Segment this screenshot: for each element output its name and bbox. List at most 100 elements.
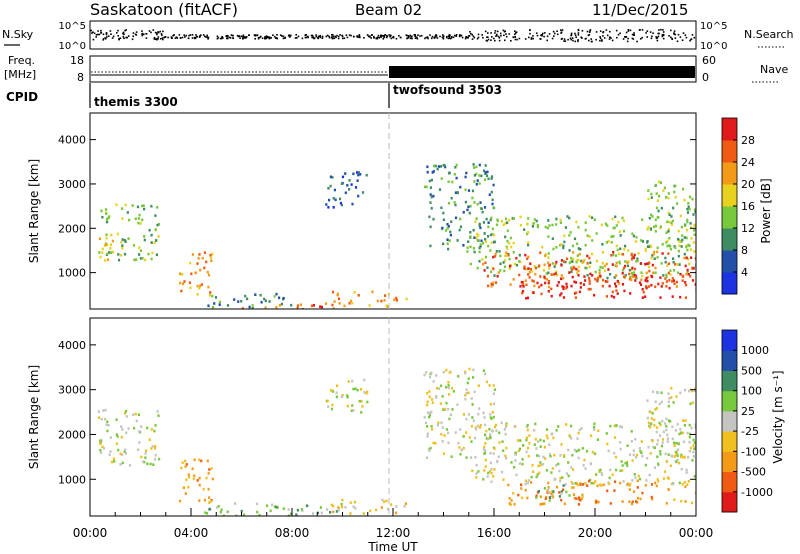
range-cell <box>473 174 476 177</box>
range-cell <box>644 249 647 252</box>
colorbar-segment <box>722 118 737 141</box>
range-cell <box>624 260 627 263</box>
range-cell <box>464 394 467 397</box>
noise-point <box>183 34 185 36</box>
range-cell <box>685 468 688 472</box>
range-cell <box>426 403 429 407</box>
range-cell <box>198 253 201 256</box>
range-cell <box>329 184 332 188</box>
noise-point <box>435 35 438 37</box>
range-cell <box>539 445 542 448</box>
range-cell <box>205 476 208 480</box>
range-cell <box>210 467 213 470</box>
range-cell <box>148 438 151 441</box>
range-cell <box>521 291 524 295</box>
range-cell <box>134 412 137 416</box>
range-cell <box>506 247 509 250</box>
noise-point <box>339 34 341 36</box>
noise-point <box>512 36 515 38</box>
range-cell <box>547 252 550 255</box>
range-cell <box>595 232 598 235</box>
range-cell <box>242 513 246 516</box>
range-cell <box>616 292 619 295</box>
range-cell <box>264 306 267 309</box>
range-cell <box>448 417 451 421</box>
range-cell <box>551 223 554 227</box>
range-cell <box>547 486 550 489</box>
noise-point <box>447 37 450 40</box>
range-cell <box>653 225 656 229</box>
noise-right-tick-top: 10^5 <box>700 21 727 32</box>
x-tick-label: 12:00 <box>376 526 411 540</box>
noise-point <box>173 34 175 36</box>
noise-point <box>187 37 190 40</box>
range-cell <box>485 217 488 221</box>
range-cell <box>639 283 643 286</box>
range-cell <box>632 449 635 452</box>
range-cell <box>654 285 657 289</box>
range-cell <box>450 196 453 200</box>
range-cell <box>139 257 142 260</box>
range-cell <box>187 473 190 477</box>
range-cell <box>466 246 469 249</box>
range-cell <box>678 461 681 465</box>
range-cell <box>423 373 426 377</box>
range-cell <box>207 285 210 289</box>
range-cell <box>492 392 495 395</box>
noise-point <box>196 35 198 38</box>
range-cell <box>137 217 140 220</box>
range-cell <box>98 251 101 254</box>
noise-point <box>516 38 518 41</box>
range-cell <box>614 282 617 285</box>
colorbar-segment <box>722 140 737 163</box>
range-cell <box>664 260 667 264</box>
noise-point <box>379 36 382 38</box>
noise-point <box>400 36 402 39</box>
noise-point <box>359 36 361 39</box>
range-cell <box>663 470 667 473</box>
noise-point <box>541 35 543 37</box>
noise-point <box>297 35 300 38</box>
range-cell <box>577 269 580 273</box>
range-cell <box>568 249 571 252</box>
noise-point <box>633 32 635 34</box>
noise-point <box>161 34 163 37</box>
range-cell <box>547 256 550 259</box>
range-cell <box>107 216 110 220</box>
range-cell <box>455 176 458 180</box>
range-cell <box>101 215 104 219</box>
colorbar-tick-label: 25 <box>741 405 755 418</box>
y-tick-label: 1000 <box>58 267 86 280</box>
range-cell <box>599 274 602 278</box>
range-cell <box>689 446 693 450</box>
range-cell <box>657 479 660 483</box>
range-cell <box>278 304 281 307</box>
range-cell <box>235 514 238 516</box>
range-cell <box>693 229 696 232</box>
noise-point <box>433 37 436 39</box>
noise-point <box>313 37 316 40</box>
range-cell <box>340 203 343 207</box>
range-cell <box>492 384 495 387</box>
range-cell <box>104 408 107 412</box>
range-cell <box>516 439 520 442</box>
range-cell <box>115 203 118 206</box>
range-cell <box>659 181 662 184</box>
range-cell <box>686 268 689 272</box>
range-cell <box>670 223 674 226</box>
range-cell <box>599 468 602 472</box>
range-cell <box>151 445 154 448</box>
range-cell <box>486 170 489 174</box>
range-cell <box>492 475 495 478</box>
range-cell <box>575 482 578 485</box>
noise-point <box>272 34 274 36</box>
range-cell <box>208 501 211 504</box>
range-cell <box>569 435 572 438</box>
noise-point <box>395 37 398 40</box>
range-cell <box>332 206 335 209</box>
range-cell <box>258 513 261 516</box>
noise-point <box>105 32 108 34</box>
range-cell <box>542 502 546 505</box>
range-cell <box>639 450 642 453</box>
